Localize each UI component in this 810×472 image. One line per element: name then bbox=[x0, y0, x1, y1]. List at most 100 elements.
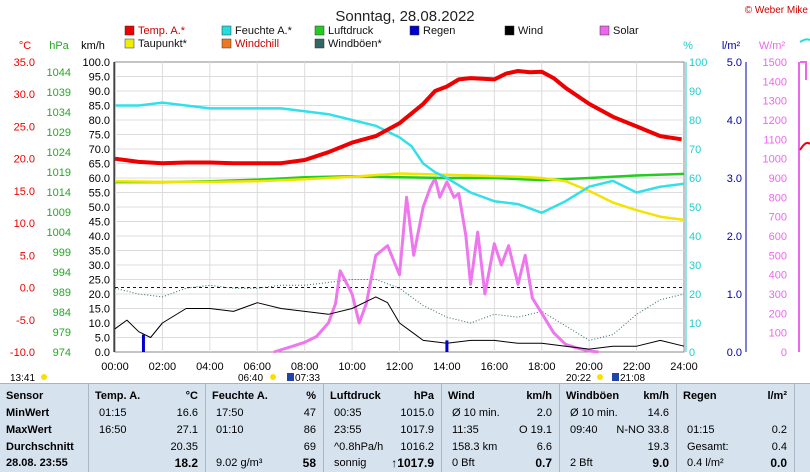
temp-row-info: 01:15 bbox=[99, 407, 127, 419]
legend-label: Regen bbox=[423, 25, 455, 37]
pressure-tick: 994 bbox=[53, 267, 71, 279]
wind-tick: 65.0 bbox=[89, 159, 110, 171]
sunrise-icon bbox=[270, 374, 276, 380]
wind-header-unit: km/h bbox=[526, 390, 552, 402]
wind-row-info: Ø 10 min. bbox=[452, 407, 500, 419]
stats-gusts-column bbox=[560, 384, 677, 472]
time-tick: 02:00 bbox=[149, 361, 177, 373]
sunset-time: 20:22 bbox=[566, 373, 591, 383]
solar-tick: 200 bbox=[769, 308, 787, 320]
stats-wind-column bbox=[442, 384, 560, 472]
wind-tick: 70.0 bbox=[89, 144, 110, 156]
humidity-stats-row: 9.02 g/m³ 58 bbox=[206, 455, 324, 472]
legend-swatch bbox=[504, 25, 515, 36]
moonset-time: 13:41 bbox=[10, 373, 35, 383]
wind-tick: 100.0 bbox=[82, 57, 110, 69]
wind-header-label: Wind bbox=[448, 390, 475, 402]
wind-tick: 35.0 bbox=[89, 246, 110, 258]
humidity-stats-row: 69 bbox=[206, 439, 324, 456]
legend-label: Wind bbox=[518, 25, 543, 37]
gusts-stats-row: 19.3 bbox=[560, 439, 677, 456]
temp-tick: 10.0 bbox=[14, 218, 35, 230]
time-tick: 18:00 bbox=[528, 361, 556, 373]
wind-row-value: 6.6 bbox=[536, 441, 552, 453]
rain-tick: 1.0 bbox=[727, 289, 742, 301]
pressure-tick: 1024 bbox=[47, 147, 71, 159]
legend-swatch bbox=[314, 38, 325, 49]
solar-tick: 100 bbox=[769, 328, 787, 340]
wind-tick: 20.0 bbox=[89, 289, 110, 301]
pressure-stats-row: ^0.8hPa/h 1016.2 bbox=[324, 439, 442, 456]
humidity-tick: 70 bbox=[689, 144, 701, 156]
pressure-tick: 1034 bbox=[47, 107, 71, 119]
gusts-header-unit: km/h bbox=[643, 390, 669, 402]
rain-row-info: Gesamt: bbox=[687, 441, 729, 453]
humidity-tick: 50 bbox=[689, 202, 701, 214]
rain-row-value: 0.2 bbox=[771, 424, 787, 436]
legend-label: Taupunkt* bbox=[138, 38, 188, 50]
wind-tick: 45.0 bbox=[89, 217, 110, 229]
moonset-icon bbox=[41, 374, 47, 380]
temp-tick: 20.0 bbox=[14, 154, 35, 166]
humidity-row-value: 69 bbox=[303, 441, 316, 453]
wind-tick: 90.0 bbox=[89, 86, 110, 98]
humidity-tick: 30 bbox=[689, 260, 701, 272]
time-tick: 10:00 bbox=[338, 361, 366, 373]
wind-row-info: 11:35 bbox=[452, 424, 479, 436]
rain-header-unit: l/m² bbox=[767, 390, 787, 402]
rain-header-label: Regen bbox=[683, 390, 717, 402]
temp-tick: -10.0 bbox=[10, 347, 35, 359]
wind-row-value: 0.7 bbox=[535, 456, 552, 470]
rain-unit: l/m² bbox=[722, 40, 741, 52]
temp-row-value: 20.35 bbox=[170, 441, 198, 453]
wind-unit: km/h bbox=[81, 40, 105, 52]
wind-stats-row: 11:35 O 19.1 bbox=[442, 422, 560, 439]
temp-header-label: Temp. A. bbox=[95, 390, 141, 402]
pressure-tick: 999 bbox=[53, 247, 71, 259]
pressure-stats-row: 00:35 1015.0 bbox=[324, 405, 442, 422]
humidity-stats-row: 01:10 86 bbox=[206, 422, 324, 439]
wind-tick: 60.0 bbox=[89, 173, 110, 185]
pressure-row-value: 1016.2 bbox=[400, 441, 434, 453]
gusts-stats-row: 2 Bft 9.0 bbox=[560, 455, 677, 472]
chart-title: Sonntag, 28.08.2022 bbox=[335, 8, 474, 25]
time-tick: 04:00 bbox=[196, 361, 224, 373]
legend-label: Windböen* bbox=[328, 38, 383, 50]
time-tick: 16:00 bbox=[481, 361, 509, 373]
humidity-unit: % bbox=[683, 40, 693, 52]
solar-tick: 600 bbox=[769, 231, 787, 243]
legend-swatch bbox=[221, 25, 232, 36]
time-tick: 08:00 bbox=[291, 361, 319, 373]
pressure-row-info: 23:55 bbox=[334, 424, 362, 436]
temp-tick: 15.0 bbox=[14, 186, 35, 198]
stats-temp-column bbox=[89, 384, 206, 472]
rain-row-info: 0.4 l/m² bbox=[687, 457, 724, 469]
chart-legend: Temp. A.* Feuchte A.* Luftdruck Regen Wind So… bbox=[124, 25, 639, 50]
row-label-min: MinWert bbox=[6, 407, 50, 419]
gusts-row-value: 14.6 bbox=[647, 407, 669, 419]
temp-row-value: 16.6 bbox=[176, 407, 198, 419]
time-tick: 06:00 bbox=[243, 361, 271, 373]
gusts-row-info: Ø 10 min. bbox=[570, 407, 618, 419]
legend-swatch bbox=[314, 25, 325, 36]
sunrise-end-time: 07:33 bbox=[295, 373, 320, 383]
temp-header-unit: °C bbox=[185, 390, 198, 402]
solar-tick: 400 bbox=[769, 270, 787, 282]
time-tick: 00:00 bbox=[101, 361, 129, 373]
rain-tick: 0.0 bbox=[727, 347, 742, 359]
wind-tick: 95.0 bbox=[89, 72, 110, 84]
legend-swatch bbox=[409, 25, 420, 36]
pressure-header-unit: hPa bbox=[413, 390, 434, 402]
pressure-tick: 974 bbox=[53, 347, 71, 359]
temp-stats-row: 18.2 bbox=[89, 455, 206, 472]
wind-row-value: 2.0 bbox=[536, 407, 552, 419]
row-label-avg: Durchschnitt bbox=[6, 441, 74, 453]
humidity-stats-row: 17:50 47 bbox=[206, 405, 324, 422]
axis-labels: 100.095.090.085.080.075.070.065.060.055.… bbox=[10, 57, 787, 373]
humidity-tick: 100 bbox=[689, 57, 707, 69]
solar-tick: 1100 bbox=[763, 134, 787, 146]
pressure-tick: 984 bbox=[53, 307, 71, 319]
legend-label: Solar bbox=[613, 25, 639, 37]
pressure-tick: 1014 bbox=[47, 187, 71, 199]
gusts-row-value: N-NO 33.8 bbox=[616, 424, 669, 436]
